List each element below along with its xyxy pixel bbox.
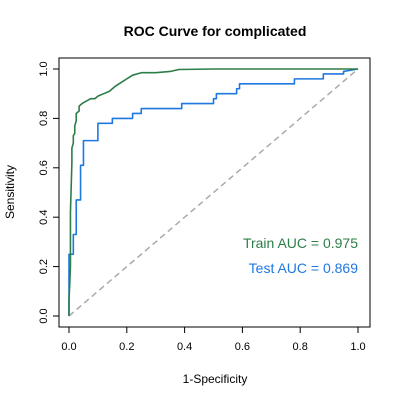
y-tick-label: 0.6 [38, 160, 50, 175]
reference-diagonal-line [68, 68, 359, 317]
y-tick-label: 0.4 [38, 210, 50, 225]
test-auc-label: Test AUC = 0.869 [249, 260, 359, 276]
chart-title: ROC Curve for complicated [124, 23, 307, 39]
y-axis-label: Sensitivity [3, 165, 17, 219]
x-tick-label: 0.2 [119, 341, 134, 353]
x-tick-label: 0.0 [61, 341, 76, 353]
y-tick-label: 0.2 [38, 259, 50, 274]
plot-area: 0.0 0.2 0.4 0.6 0.8 1.0 0.0 0.2 0.4 0.6 0.8 1.0 Trai… [38, 57, 371, 353]
plot-frame [58, 57, 371, 328]
y-tick-label: 0.8 [38, 111, 50, 126]
x-axis-label: 1-Specificity [183, 372, 248, 386]
x-tick-label: 0.8 [293, 341, 308, 353]
train-auc-label: Train AUC = 0.975 [243, 235, 358, 251]
y-tick-label: 1.0 [38, 61, 50, 76]
test-roc-curve [68, 68, 359, 316]
x-tick-label: 0.6 [235, 341, 250, 353]
train-roc-curve [68, 68, 358, 316]
y-tick-label: 0.0 [38, 308, 50, 323]
x-tick-label: 1.0 [350, 341, 365, 353]
x-tick-label: 0.4 [177, 341, 192, 353]
